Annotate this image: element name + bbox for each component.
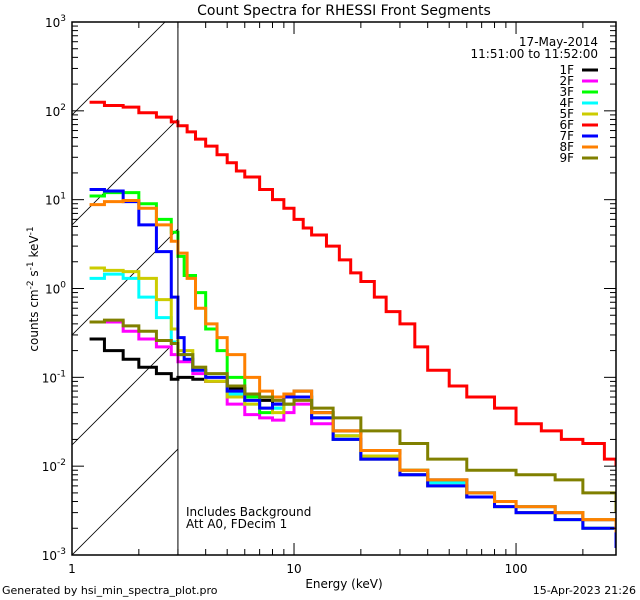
- y-axis-label: counts cm-2 s-1 keV-1: [26, 226, 41, 351]
- legend-label-4F: 4F: [559, 96, 574, 110]
- legend-label-6F: 6F: [559, 118, 574, 132]
- y-tick-label: 102: [45, 103, 66, 119]
- footer-timestamp: 15-Apr-2023 21:26: [533, 584, 636, 597]
- annotation-background: Includes Background: [186, 505, 311, 519]
- hatch-line: [72, 118, 178, 226]
- legend-label-2F: 2F: [559, 74, 574, 88]
- series-line-5F: [89, 266, 616, 529]
- hatch-line: [72, 448, 178, 555]
- x-tick-label: 1: [68, 562, 76, 576]
- legend-label-8F: 8F: [559, 140, 574, 154]
- chart-title: Count Spectra for RHESSI Front Segments: [197, 3, 491, 19]
- legend-label-7F: 7F: [559, 129, 574, 143]
- y-tick-label: 10-2: [42, 458, 66, 474]
- x-axis-label: Energy (keV): [305, 577, 382, 591]
- footer-generated-by: Generated by hsi_min_spectra_plot.pro: [2, 584, 218, 597]
- legend-label-5F: 5F: [559, 107, 574, 121]
- y-tick-label: 103: [45, 14, 66, 30]
- legend-label-1F: 1F: [559, 63, 574, 77]
- x-tick-label: 10: [286, 562, 301, 576]
- legend-label-9F: 9F: [559, 151, 574, 165]
- series-line-3F: [89, 191, 616, 540]
- hatch-line: [72, 395, 640, 600]
- y-tick-label: 100: [45, 281, 66, 297]
- annotation-attenuator: Att A0, FDecim 1: [186, 517, 287, 531]
- series-line-4F: [89, 272, 616, 529]
- series-line-7F: [89, 188, 616, 548]
- legend-label-3F: 3F: [559, 85, 574, 99]
- y-tick-label: 10-1: [42, 369, 66, 385]
- y-tick-label: 101: [45, 192, 66, 208]
- series-line-6F: [89, 100, 616, 467]
- legend-time-range: 11:51:00 to 11:52:00: [471, 47, 598, 61]
- legend-date: 17-May-2014: [519, 35, 598, 49]
- y-tick-label: 10-3: [42, 547, 66, 563]
- x-tick-label: 100: [505, 562, 528, 576]
- series-line-9F: [89, 318, 616, 513]
- series-line-8F: [89, 198, 616, 533]
- series-line-1F: [89, 337, 616, 529]
